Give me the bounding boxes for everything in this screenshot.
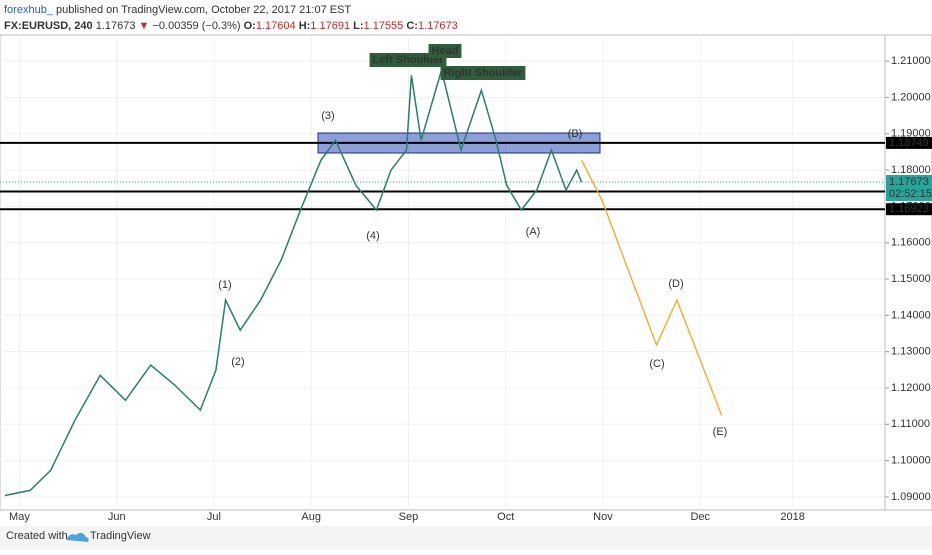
x-tick-label: Dec: [690, 511, 710, 523]
y-tick-label: 1.12000: [891, 382, 931, 394]
current-label: 1.17673: [889, 176, 929, 188]
logo: [66, 532, 89, 542]
pattern-tag: [428, 44, 462, 58]
wave-label: (3): [321, 110, 334, 122]
y-tick-label: 1.21000: [891, 55, 931, 67]
wave-label: (E): [713, 426, 728, 438]
o: 1.17604: [256, 20, 296, 32]
published: published on TradingView.com, October 22…: [56, 4, 351, 16]
x-tick-label: Jun: [108, 511, 126, 523]
current-tag: [886, 174, 932, 201]
wave-label: (A): [526, 226, 541, 238]
wave-label: (B): [568, 128, 583, 140]
header: forexhub_ published on TradingView.com, …: [4, 4, 351, 16]
change: −0.00359 (−0.3%): [152, 20, 240, 32]
pattern-tag: [369, 53, 447, 67]
x-tick-label: 2018: [780, 511, 804, 523]
frame: [0, 34, 932, 511]
level-label: 1.18749: [889, 137, 929, 149]
y-tick-label: 1.15000: [891, 273, 931, 285]
y-tick-label: 1.11000: [891, 418, 930, 430]
y-tick-label: 1.20000: [891, 91, 931, 103]
pattern-label: Head: [432, 45, 459, 57]
x-tick-label: May: [9, 511, 30, 523]
x-tick-label: Aug: [301, 511, 321, 523]
l-label: L:: [353, 20, 363, 32]
y-tick-label: 1.16000: [891, 237, 931, 249]
last: 1.17673: [96, 20, 136, 32]
x-tick-label: Oct: [497, 511, 514, 523]
y-tick-label: 1.14000: [891, 309, 931, 321]
wave-label: (1): [218, 279, 231, 291]
x-tick-label: Jul: [207, 511, 221, 523]
y-tick-label: 1.09000: [891, 491, 931, 503]
y-tick-label: 1.13000: [891, 346, 931, 358]
wave-label: (C): [649, 358, 664, 370]
level-label: 1.16923: [889, 203, 929, 215]
countdown: 02:52:15: [889, 188, 932, 200]
c: 1.17673: [418, 20, 458, 32]
brand[interactable]: TradingView: [90, 530, 151, 542]
series-line: [4, 67, 583, 497]
symbol: FX:EURUSD, 240: [4, 20, 93, 32]
series-line: [581, 160, 723, 416]
wave-label: (4): [366, 230, 379, 242]
level-tag: [886, 136, 932, 149]
pattern-label: Right Shoulder: [444, 67, 524, 79]
wave-label: (2): [231, 356, 244, 368]
created: Created with: [6, 530, 68, 542]
footer-bar: [0, 526, 932, 550]
pattern-tag: [440, 66, 526, 80]
h: 1.17691: [310, 20, 350, 32]
y-tick-label: 1.10000: [891, 455, 931, 467]
x-tick-label: Nov: [593, 511, 613, 523]
o-label: O:: [244, 20, 256, 32]
l: 1.17555: [364, 20, 404, 32]
y-tick-label: 1.18000: [891, 164, 931, 176]
x-tick-label: Sep: [399, 511, 419, 523]
symbol-line: FX:EURUSD, 240 1.17673 ▼ −0.00359 (−0.3%…: [4, 20, 458, 32]
h-label: H:: [299, 20, 311, 32]
level-tag: [886, 203, 932, 216]
author[interactable]: forexhub_: [4, 4, 54, 16]
pattern-label: Left Shoulder: [373, 54, 445, 66]
c-label: C:: [406, 20, 418, 32]
y-tick-label: 1.19000: [891, 128, 931, 140]
wave-label: (D): [668, 278, 683, 290]
arrow: ▼: [139, 20, 150, 32]
